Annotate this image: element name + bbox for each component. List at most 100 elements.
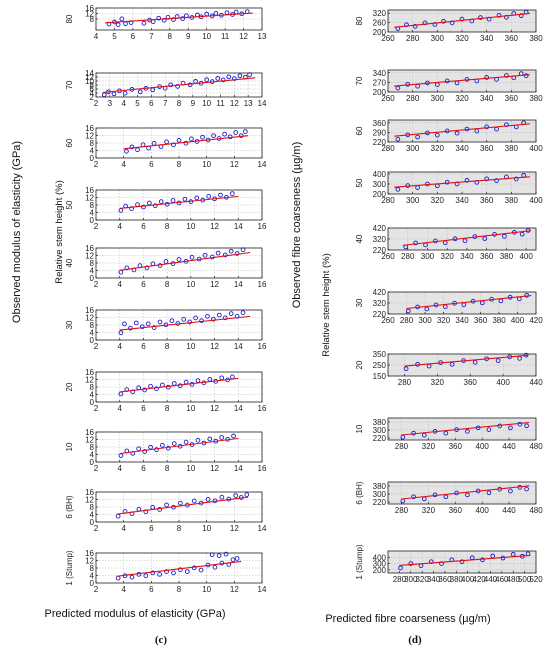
fit-line bbox=[401, 421, 530, 436]
y-tick-label: 220 bbox=[373, 246, 387, 255]
data-point bbox=[508, 488, 513, 494]
y-tick-label: 12 bbox=[85, 10, 94, 19]
x-tick-label: 4 bbox=[117, 222, 122, 231]
row-label: 70 bbox=[355, 76, 364, 85]
data-point bbox=[480, 557, 485, 563]
x-tick-label: 4 bbox=[121, 160, 126, 169]
data-point bbox=[403, 366, 409, 372]
y-tick-label: 200 bbox=[373, 88, 387, 97]
data-point bbox=[189, 136, 194, 142]
y-tick-label: 8 bbox=[90, 259, 95, 268]
data-point bbox=[408, 561, 414, 566]
panel-d-row-axis-label: Relative stem height (%) bbox=[321, 253, 332, 356]
x-tick-label: 300 bbox=[431, 94, 445, 103]
data-point bbox=[128, 325, 133, 331]
x-tick-label: 8 bbox=[177, 160, 182, 169]
data-point bbox=[494, 178, 499, 183]
x-tick-label: 10 bbox=[186, 404, 195, 413]
data-point bbox=[223, 551, 229, 557]
x-tick-label: 300 bbox=[418, 316, 432, 325]
data-point bbox=[398, 565, 403, 571]
y-tick-label: 220 bbox=[373, 310, 387, 319]
plot-frame bbox=[387, 481, 537, 505]
x-tick-label: 10 bbox=[202, 160, 211, 169]
y-tick-label: 340 bbox=[373, 69, 387, 78]
data-point bbox=[152, 203, 158, 209]
x-tick-label: 380 bbox=[529, 94, 543, 103]
data-point bbox=[215, 250, 221, 256]
data-point bbox=[412, 23, 418, 29]
x-tick-label: 8 bbox=[165, 404, 170, 413]
y-tick-label: 8 bbox=[90, 81, 95, 90]
y-tick-label: 16 bbox=[85, 368, 94, 377]
x-tick-label: 4 bbox=[117, 404, 122, 413]
data-point bbox=[141, 204, 146, 210]
y-tick-label: 250 bbox=[373, 361, 387, 370]
y-tick-label: 8 bbox=[90, 15, 95, 24]
x-tick-label: 4 bbox=[94, 32, 99, 41]
x-tick-label: 400 bbox=[519, 252, 533, 261]
data-point bbox=[168, 82, 174, 88]
y-tick-label: 0 bbox=[90, 518, 95, 527]
y-tick-label: 200 bbox=[373, 566, 387, 575]
y-tick-label: 220 bbox=[373, 138, 387, 147]
y-tick-label: 260 bbox=[373, 19, 387, 28]
data-point bbox=[141, 20, 147, 26]
data-point bbox=[211, 133, 216, 139]
x-tick-label: 10 bbox=[186, 464, 195, 473]
data-point bbox=[230, 557, 236, 563]
x-tick-label: 2 bbox=[94, 222, 99, 231]
data-point bbox=[199, 318, 204, 324]
data-point bbox=[464, 178, 470, 183]
x-tick-label: 14 bbox=[258, 160, 267, 169]
data-point bbox=[171, 441, 177, 446]
subplot-1-5: 260 280 300 320 340 360 380 400 420 220 320 420 30 bbox=[355, 288, 543, 325]
data-point bbox=[404, 22, 409, 28]
plot-area bbox=[388, 120, 536, 142]
data-point bbox=[240, 310, 246, 315]
x-tick-label: 380 bbox=[505, 144, 519, 153]
data-point bbox=[111, 91, 117, 97]
data-point bbox=[164, 569, 169, 574]
x-tick-label: 6 bbox=[141, 342, 146, 351]
data-point bbox=[216, 553, 222, 558]
x-tick-label: 9 bbox=[191, 99, 196, 108]
x-tick-label: 320 bbox=[455, 34, 469, 43]
y-tick-label: 4 bbox=[90, 147, 95, 156]
data-point bbox=[151, 325, 157, 330]
x-tick-label: 6 bbox=[149, 160, 154, 169]
row-label: 30 bbox=[355, 298, 364, 307]
x-tick-label: 12 bbox=[239, 32, 248, 41]
y-tick-label: 2 bbox=[90, 93, 95, 102]
x-tick-label: 13 bbox=[244, 99, 253, 108]
row-label: 20 bbox=[355, 360, 364, 369]
y-tick-label: 200 bbox=[373, 190, 387, 199]
fit-line bbox=[116, 496, 249, 515]
data-point bbox=[411, 494, 416, 500]
y-tick-label: 270 bbox=[373, 78, 387, 87]
data-point bbox=[205, 496, 211, 502]
x-tick-label: 2 bbox=[94, 524, 99, 533]
data-point bbox=[504, 122, 509, 128]
data-point bbox=[218, 192, 223, 198]
x-tick-label: 12 bbox=[210, 404, 219, 413]
y-tick-label: 8 bbox=[90, 383, 95, 392]
x-tick-label: 16 bbox=[258, 342, 267, 351]
data-point bbox=[133, 320, 139, 326]
data-point bbox=[180, 16, 186, 21]
data-point bbox=[513, 176, 519, 182]
x-tick-label: 4 bbox=[117, 342, 122, 351]
y-tick-label: 8 bbox=[90, 503, 95, 512]
x-tick-label: 6 bbox=[141, 404, 146, 413]
data-point bbox=[163, 259, 169, 264]
panel-c-ylabel: Observed modulus of elasticity (GPa) bbox=[11, 141, 23, 323]
y-tick-label: 16 bbox=[85, 488, 94, 497]
y-tick-label: 4 bbox=[90, 572, 95, 581]
data-point bbox=[204, 77, 210, 83]
y-tick-label: 320 bbox=[373, 235, 387, 244]
